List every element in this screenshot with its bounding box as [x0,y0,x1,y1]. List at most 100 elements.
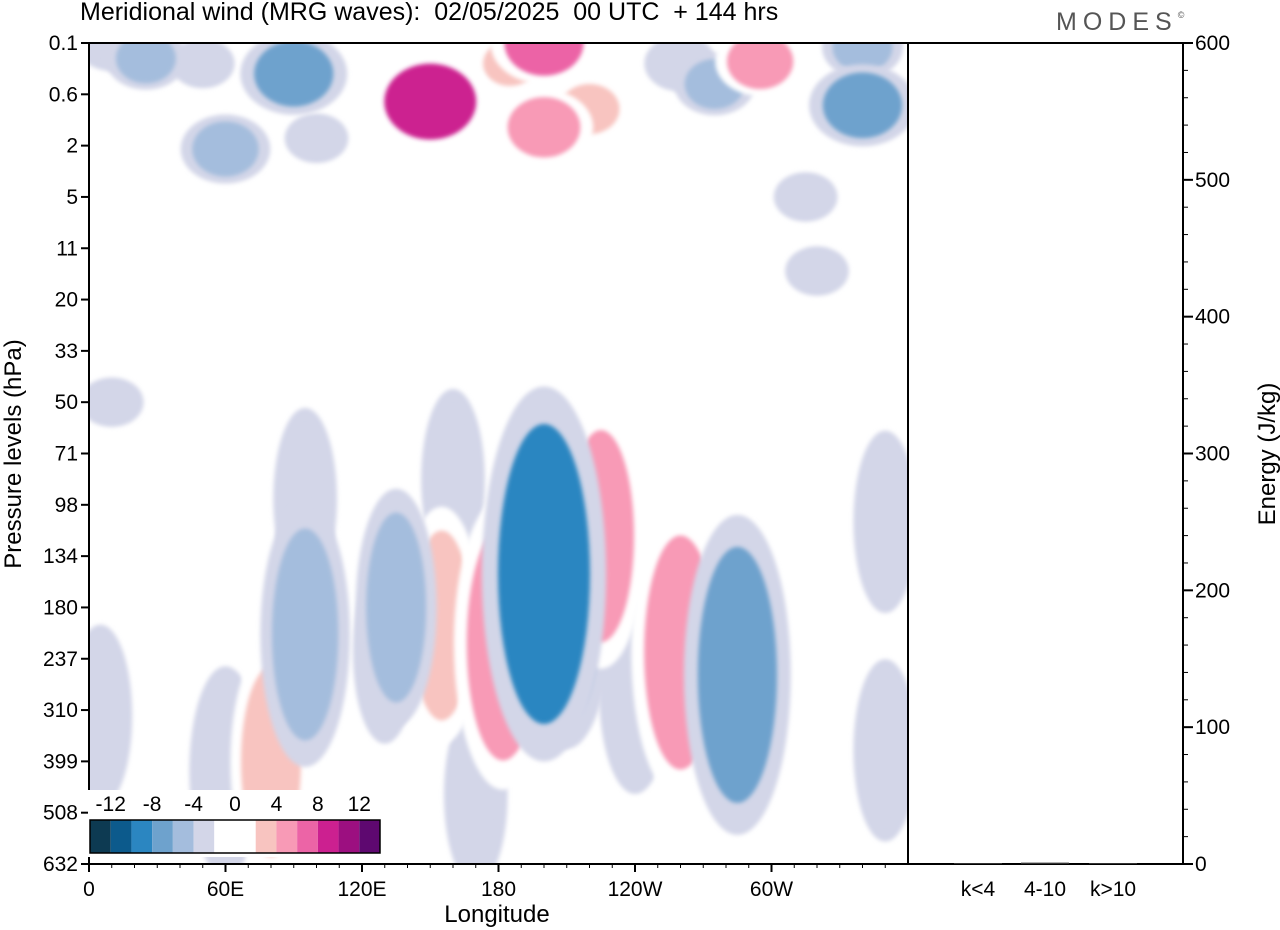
colorbar-swatch [90,820,111,853]
brand-text: MODES [1056,8,1178,36]
y-tick-label: 33 [55,340,78,363]
wind-contour-cell [115,43,176,84]
colorbar-frame [89,819,381,854]
energy-tick-label: 200 [1195,579,1230,602]
chart-title: Meridional wind (MRG waves): 02/05/2025 … [80,0,779,26]
x-tick-label: 0 [83,878,95,901]
wind-contour-cell [384,63,477,140]
wind-contour-cell [254,43,334,107]
y-tick-label: 310 [43,699,78,722]
wind-contour-cell [504,43,584,76]
wind-contour-cell [192,121,259,177]
colorbar-swatch [276,820,298,853]
y-tick-label: 237 [43,648,78,671]
wind-contour-cell [271,528,339,741]
wind-contour-cell [782,177,830,217]
colorbar-swatch [152,820,173,853]
wind-contour-cell [89,382,136,422]
x-tick-label: 180 [481,878,516,901]
wind-contour-cell [315,177,363,217]
y-axis-label: Pressure levels (hPa) [0,339,27,568]
colorbar-swatch [214,820,235,853]
energy-tick-label: 600 [1195,32,1230,55]
y-tick-label: 98 [55,494,78,517]
energy-category-label: k>10 [1090,878,1136,901]
energy-tick-label: 100 [1195,716,1230,739]
x-axis: 0 60E 120E 180 120W 60W [83,864,886,901]
wind-contour-cell [726,43,794,90]
wind-contour-cell [793,251,841,291]
y-axis: 0.1 0.6 2 5 11 20 33 50 71 98 134 180 237 310 399 508 63… [43,32,89,876]
y-tick-label: 11 [56,237,78,260]
colorbar-swatch [317,820,339,853]
colorbar-label: 4 [271,793,283,816]
colorbar-swatch [172,820,194,853]
wind-contour-cell [498,423,590,724]
colorbar-label: -8 [143,793,162,816]
y-tick-label: 632 [43,853,78,876]
colorbar-swatch [359,820,380,853]
wind-contour-cell [588,156,636,197]
wind-contour-cell [697,546,777,803]
y-tick-label: 508 [43,802,78,825]
brand-mark: © [1177,10,1185,20]
colorbar-label: 12 [348,793,371,816]
y-tick-label: 180 [43,596,78,619]
wind-contour-cell [797,601,846,748]
wind-contour-cell [366,512,427,703]
y-tick-label: 0.6 [49,83,78,106]
colorbar-swatch [110,820,132,853]
colorbar-label: 8 [312,793,324,816]
energy-tick-label: 500 [1195,169,1230,192]
colorbar-swatch [235,820,256,853]
colorbar-swatch [131,820,153,853]
x-tick-label: 60E [207,878,244,901]
colorbar-swatch [193,820,215,853]
wind-contour-cell [832,43,893,73]
energy-bar [954,863,1002,864]
wind-contour-cell [507,97,581,158]
wind-contour-cell [861,677,908,824]
energy-category-label: 4-10 [1024,878,1066,901]
wind-contour-cell [861,448,908,595]
energy-bars [954,862,1137,864]
y-tick-label: 71 [55,443,78,466]
colorbar-label: -4 [184,793,203,816]
y-tick-label: 2 [66,135,78,158]
colorbar-label: 0 [229,793,241,816]
wind-contour-cell [145,340,193,380]
energy-tick-label: 400 [1195,306,1230,329]
brand-logo: MODES© [1056,8,1184,37]
energy-axis: 0 100 200 300 400 500 600 [1183,32,1230,876]
energy-category-label: k<4 [961,878,996,901]
colorbar-swatch [338,820,360,853]
x-axis-label: Longitude [444,901,549,928]
wind-contour-cell [292,118,341,159]
energy-category-axis: k<4 4-10 k>10 [961,878,1136,901]
y-tick-label: 50 [55,391,78,414]
y-tick-label: 399 [43,750,78,773]
colorbar-swatch [297,820,318,853]
wind-contour-cell [822,72,903,139]
wind-contour-cell [99,234,147,274]
colorbar-swatch [255,820,277,853]
y-tick-label: 134 [43,545,78,568]
energy-tick-label: 300 [1195,443,1230,466]
energy-panel-frame [907,42,1184,865]
y-tick-label: 20 [55,289,78,312]
energy-tick-label: 0 [1195,853,1207,876]
energy-axis-label: Energy (J/kg) [1254,383,1280,526]
wind-contour-cell [167,523,215,670]
wind-contour-cell [543,274,591,314]
energy-bar [1089,863,1137,864]
x-tick-label: 120E [337,878,386,901]
wind-contour-cell [89,642,124,789]
x-tick-label: 120W [608,878,663,901]
energy-bar [1021,862,1069,864]
wind-contour-cell [179,43,227,84]
wind-contour-cell [884,389,908,430]
colorbar-label: -12 [96,793,126,816]
y-tick-label: 5 [66,186,78,209]
colorbar: -12 -8 -4 0 4 8 12 [88,790,384,857]
